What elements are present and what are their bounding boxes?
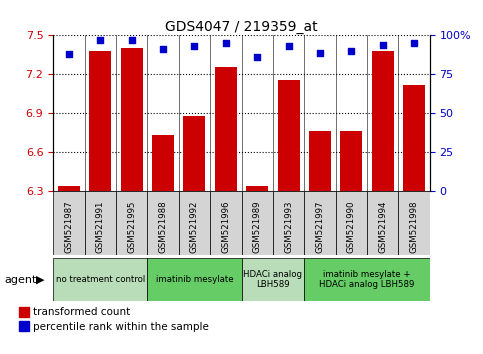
- Point: [65, 51, 73, 57]
- Text: no treatment control: no treatment control: [56, 275, 145, 284]
- Text: GSM521997: GSM521997: [315, 201, 325, 253]
- Title: GDS4047 / 219359_at: GDS4047 / 219359_at: [165, 21, 318, 34]
- Bar: [367, 191, 398, 255]
- Bar: [304, 258, 430, 301]
- Point: [316, 50, 324, 55]
- Text: GSM521995: GSM521995: [127, 201, 136, 253]
- Point: [159, 47, 167, 52]
- Bar: [246, 186, 268, 191]
- Bar: [341, 131, 362, 191]
- Text: imatinib mesylate +
HDACi analog LBH589: imatinib mesylate + HDACi analog LBH589: [319, 270, 415, 289]
- Point: [97, 37, 104, 43]
- Text: GSM521991: GSM521991: [96, 201, 105, 253]
- Text: GSM521987: GSM521987: [64, 201, 73, 253]
- Text: GSM521996: GSM521996: [221, 201, 230, 253]
- Bar: [53, 258, 147, 301]
- Bar: [304, 191, 336, 255]
- Bar: [210, 191, 242, 255]
- Point: [379, 42, 387, 47]
- Text: GSM521989: GSM521989: [253, 201, 262, 253]
- Bar: [179, 191, 210, 255]
- Bar: [278, 80, 299, 191]
- Bar: [19, 321, 29, 331]
- Text: HDACi analog
LBH589: HDACi analog LBH589: [243, 270, 302, 289]
- Text: GSM521998: GSM521998: [410, 201, 419, 253]
- Point: [128, 37, 135, 43]
- Bar: [242, 258, 304, 301]
- Point: [411, 40, 418, 46]
- Bar: [403, 85, 425, 191]
- Bar: [147, 191, 179, 255]
- Text: GSM521988: GSM521988: [158, 201, 168, 253]
- Bar: [242, 191, 273, 255]
- Point: [348, 48, 355, 54]
- Bar: [336, 191, 367, 255]
- Text: GSM521990: GSM521990: [347, 201, 356, 253]
- Bar: [398, 191, 430, 255]
- Bar: [152, 135, 174, 191]
- Bar: [215, 67, 237, 191]
- Bar: [121, 48, 142, 191]
- Text: GSM521993: GSM521993: [284, 201, 293, 253]
- Text: GSM521992: GSM521992: [190, 201, 199, 253]
- Bar: [58, 186, 80, 191]
- Text: percentile rank within the sample: percentile rank within the sample: [33, 321, 209, 332]
- Bar: [147, 258, 242, 301]
- Bar: [372, 51, 394, 191]
- Text: imatinib mesylate: imatinib mesylate: [156, 275, 233, 284]
- Point: [285, 44, 293, 49]
- Text: agent: agent: [5, 275, 37, 285]
- Bar: [89, 51, 111, 191]
- Bar: [19, 307, 29, 317]
- Bar: [309, 131, 331, 191]
- Bar: [53, 191, 85, 255]
- Point: [253, 55, 261, 60]
- Text: GSM521994: GSM521994: [378, 201, 387, 253]
- Text: transformed count: transformed count: [33, 307, 130, 318]
- Bar: [184, 116, 205, 191]
- Point: [222, 40, 230, 46]
- Point: [191, 44, 199, 49]
- Bar: [85, 191, 116, 255]
- Text: ▶: ▶: [36, 275, 45, 285]
- Bar: [273, 191, 304, 255]
- Bar: [116, 191, 147, 255]
